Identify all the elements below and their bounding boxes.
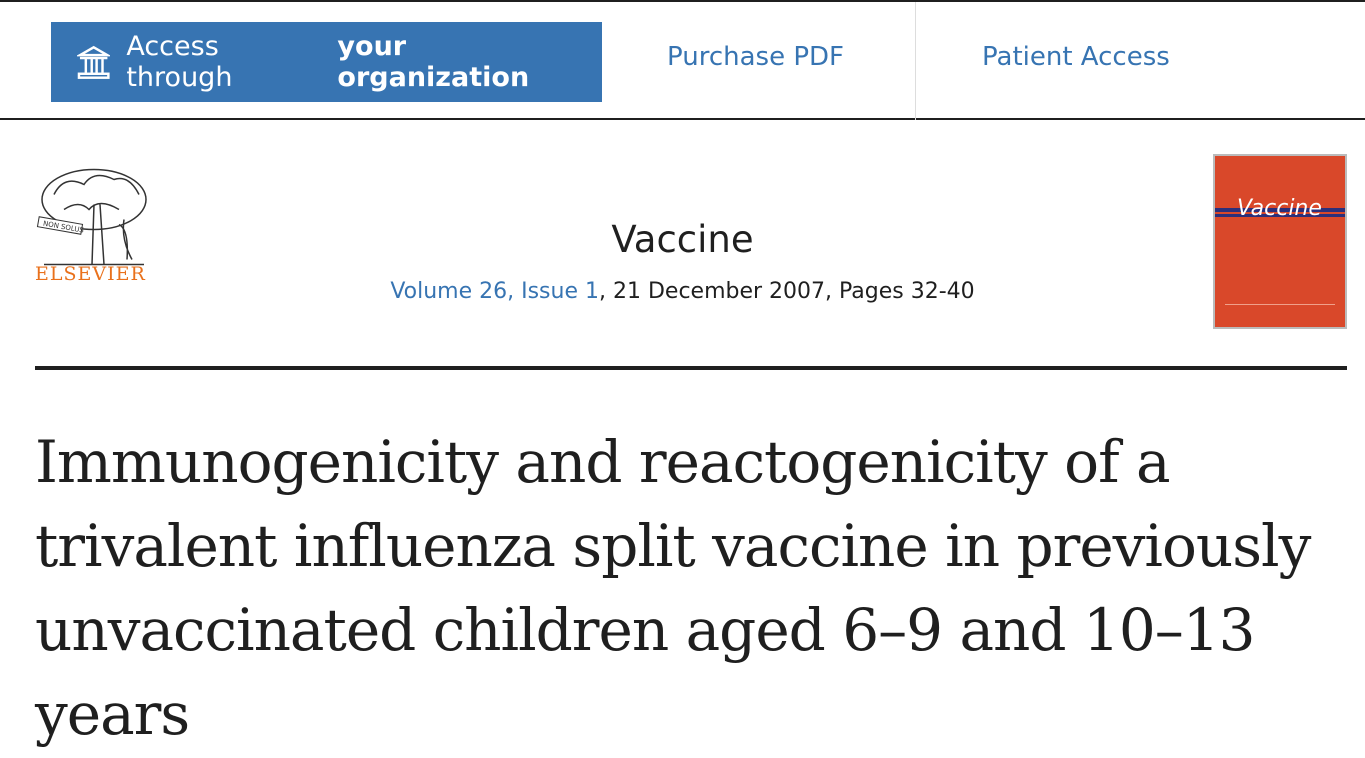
patient-access-link[interactable]: Patient Access bbox=[982, 42, 1170, 72]
purchase-pdf-link[interactable]: Purchase PDF bbox=[667, 42, 844, 72]
elsevier-tree-logo[interactable]: NON SOLUS bbox=[34, 152, 152, 287]
date-pages: , 21 December 2007, Pages 32-40 bbox=[599, 279, 975, 304]
access-through-organization-button[interactable]: Access through your organization bbox=[51, 22, 602, 102]
elsevier-wordmark: ELSEVIER bbox=[35, 263, 146, 285]
access-label-bold: your organization bbox=[337, 31, 530, 93]
access-bar: Access through your organization Purchas… bbox=[0, 0, 1365, 120]
header-rule bbox=[35, 366, 1347, 370]
issue-info: Volume 26, Issue 1, 21 December 2007, Pa… bbox=[0, 279, 1365, 304]
access-label: Access through bbox=[126, 31, 233, 93]
institution-icon bbox=[77, 45, 111, 79]
divider bbox=[915, 2, 916, 120]
journal-cover-image[interactable]: Vaccine bbox=[1213, 154, 1347, 329]
volume-issue-link[interactable]: Volume 26, Issue 1 bbox=[390, 279, 599, 304]
article-title: Immunogenicity and reactogenicity of a t… bbox=[35, 428, 1311, 748]
cover-title: Vaccine bbox=[1237, 196, 1322, 221]
journal-title[interactable]: Vaccine bbox=[611, 218, 754, 261]
